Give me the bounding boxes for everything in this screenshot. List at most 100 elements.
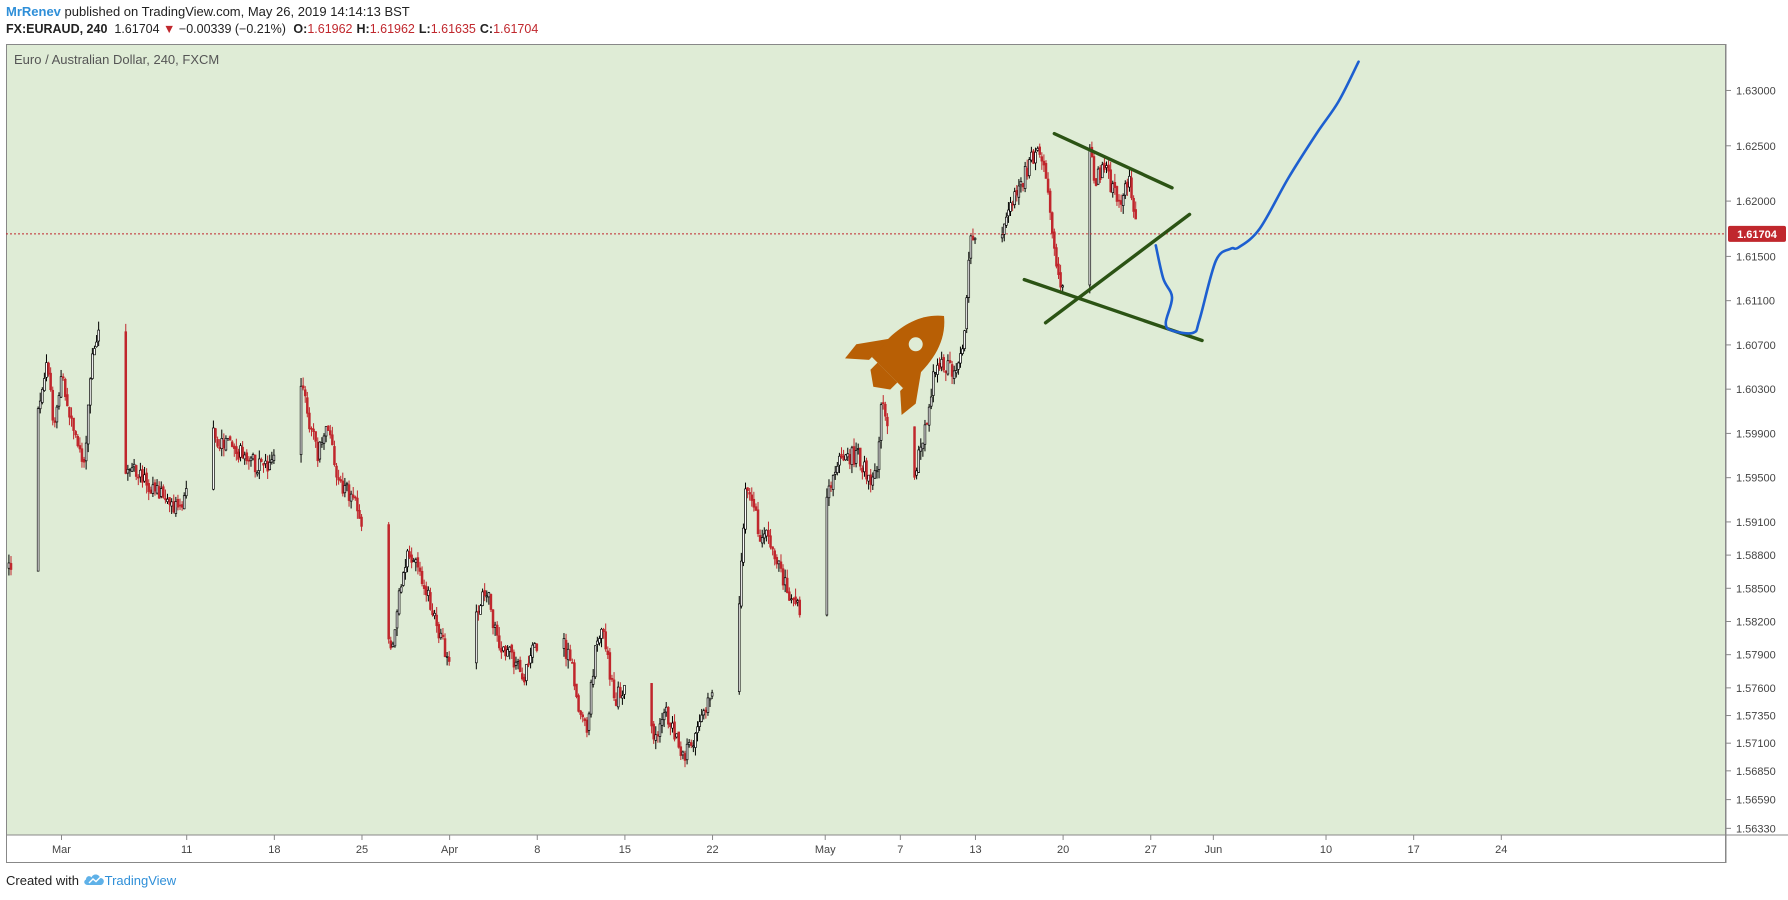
candle [59, 369, 63, 399]
candle [961, 344, 964, 356]
time-tick-label: Jun [1204, 844, 1222, 856]
candle [919, 438, 923, 460]
candle [306, 391, 309, 418]
projection-path[interactable] [1154, 60, 1360, 335]
candle [652, 720, 655, 744]
low-value: 1.61635 [430, 22, 476, 36]
candle [518, 656, 522, 673]
candle [798, 596, 802, 618]
candle [754, 503, 758, 511]
rising-trendline[interactable] [1043, 212, 1192, 325]
price-tick-label: 1.56330 [1736, 823, 1776, 835]
candle [1096, 166, 1100, 185]
candle [356, 490, 359, 519]
symbol-ohlc-line: FX:EURAUD, 240 1.61704 ▼ −0.00339 (−0.21… [6, 21, 538, 38]
price-tick-label: 1.58500 [1736, 583, 1776, 595]
low-label: L: [418, 22, 431, 36]
price-tick-label: 1.57900 [1736, 650, 1776, 662]
candle [245, 449, 249, 465]
candle [49, 367, 52, 392]
candle [1124, 180, 1127, 200]
candle [579, 709, 582, 720]
candle [877, 436, 881, 479]
candle [255, 470, 259, 477]
time-tick-label: 20 [1057, 844, 1069, 856]
candle [80, 442, 84, 468]
candle [498, 627, 501, 651]
time-scale[interactable] [6, 835, 1726, 863]
candle [395, 609, 399, 637]
candle [176, 494, 180, 511]
tradingview-link[interactable]: TradingView [104, 873, 177, 888]
candle [253, 454, 257, 478]
candle [1057, 257, 1060, 279]
candle [854, 442, 858, 468]
candle [41, 387, 44, 405]
candle [230, 440, 234, 448]
time-tick-label: 7 [897, 844, 903, 856]
candle [767, 521, 770, 544]
candle [1101, 161, 1104, 179]
candle [602, 627, 605, 639]
candle [308, 407, 311, 433]
candle [1055, 243, 1058, 269]
candle [433, 609, 436, 620]
candle [525, 664, 528, 686]
candle [973, 237, 977, 244]
candle [884, 401, 887, 421]
candle [942, 354, 945, 373]
candle [1107, 157, 1110, 179]
price-tick-label: 1.61500 [1736, 251, 1776, 263]
candle [833, 465, 837, 480]
candle [921, 442, 925, 457]
candle [97, 321, 100, 347]
candle [969, 234, 973, 265]
candle [1023, 161, 1027, 193]
candle [577, 693, 580, 713]
candle [1046, 172, 1050, 195]
plot-area[interactable] [6, 44, 1726, 835]
candle [9, 556, 13, 576]
candle [124, 323, 128, 475]
candle [535, 643, 539, 653]
candle [737, 595, 741, 695]
candle [84, 435, 88, 470]
candle [272, 449, 276, 464]
candle [347, 480, 351, 507]
candle [431, 603, 434, 617]
candle [694, 732, 697, 756]
open-label: O: [293, 22, 308, 36]
candle [673, 714, 676, 742]
candle [126, 464, 130, 481]
candle [955, 363, 958, 378]
candle [241, 441, 244, 459]
candle [441, 628, 445, 640]
candle [573, 659, 576, 691]
candle [677, 731, 680, 749]
candle [923, 419, 927, 452]
price-scale[interactable] [1726, 44, 1788, 835]
candle [212, 420, 215, 491]
candle [594, 645, 597, 680]
candle [1038, 143, 1041, 158]
candle [495, 621, 499, 642]
candle [78, 437, 82, 453]
candle [137, 474, 140, 486]
candle [827, 479, 831, 506]
candle [38, 392, 42, 414]
candle [491, 609, 495, 635]
candle [604, 623, 607, 652]
resistance-trendline[interactable] [1052, 131, 1174, 190]
candle [1088, 144, 1092, 294]
candle [788, 587, 791, 601]
candle [967, 251, 971, 303]
author-link[interactable]: MrRenev [6, 4, 61, 19]
candle [258, 450, 261, 480]
candle [301, 377, 305, 391]
candle [410, 547, 413, 569]
candle [831, 474, 835, 497]
candle [1121, 193, 1125, 214]
price-tick-label: 1.60700 [1736, 340, 1776, 352]
candle [1132, 195, 1135, 218]
